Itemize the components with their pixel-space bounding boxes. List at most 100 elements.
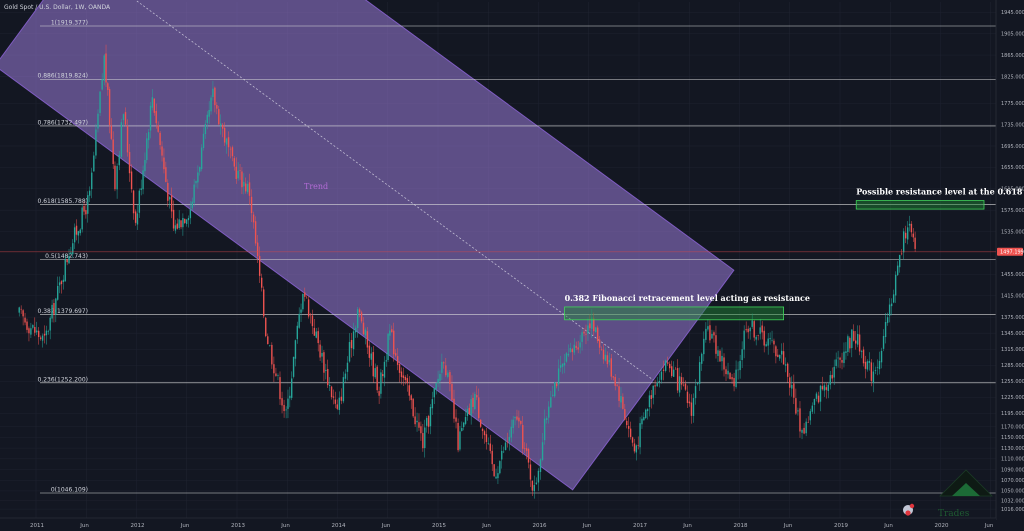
candle-body xyxy=(853,331,855,341)
time-tick-label: Jun xyxy=(582,523,592,529)
candle-body xyxy=(406,378,409,384)
candle-body xyxy=(60,281,63,285)
candle-body xyxy=(279,377,281,400)
time-tick-label: 2011 xyxy=(30,523,44,529)
candle-body xyxy=(614,376,616,386)
candle-body xyxy=(709,325,711,341)
price-tick-label: 1945.000 xyxy=(1001,10,1024,16)
candle-body xyxy=(767,338,769,346)
candle-body xyxy=(698,362,701,384)
candle-body xyxy=(381,374,384,377)
price-tick-label: 1255.000 xyxy=(1001,379,1024,385)
trend-channel-band[interactable] xyxy=(0,0,735,491)
fibonacci-retracement[interactable]: 1(1919.377) 0.886(1819.824) 0.786(1732.497… xyxy=(38,20,997,494)
candle-body xyxy=(342,377,345,402)
candle-body xyxy=(327,369,329,386)
candle-body xyxy=(105,53,107,83)
candle-body xyxy=(856,333,859,345)
candle-body xyxy=(229,148,232,150)
candle-body xyxy=(631,437,634,443)
candle-body xyxy=(114,165,116,190)
candle-body xyxy=(622,396,624,409)
resistance-zone[interactable] xyxy=(855,200,985,210)
time-tick-label: Jun xyxy=(682,523,692,529)
candle-body xyxy=(176,223,179,229)
candle-body xyxy=(523,448,526,449)
candle-body xyxy=(593,318,595,332)
candle-body xyxy=(595,327,597,333)
candle-body xyxy=(880,350,883,363)
candle-body xyxy=(157,125,159,132)
candle-body xyxy=(73,227,76,243)
candle-body xyxy=(291,378,293,398)
price-tick-label: 1070.000 xyxy=(1001,478,1024,484)
candle-body xyxy=(443,362,445,364)
candle-body xyxy=(43,333,46,336)
candle-body xyxy=(87,195,89,214)
candle-body xyxy=(711,333,713,339)
price-tick-label: 1130.000 xyxy=(1001,446,1024,452)
candle-body xyxy=(231,147,234,157)
candle-body xyxy=(174,225,177,231)
time-axis-panel[interactable] xyxy=(0,518,996,531)
candle-body xyxy=(250,196,253,214)
candle-body xyxy=(445,365,447,376)
news-icon[interactable] xyxy=(903,503,915,516)
trend-channel[interactable] xyxy=(0,0,735,491)
candle-body xyxy=(182,217,184,228)
candle-body xyxy=(729,372,731,380)
candle-body xyxy=(218,109,220,125)
candle-body xyxy=(191,201,193,209)
candle-body xyxy=(116,166,118,190)
candle-body xyxy=(855,340,857,344)
candle-body xyxy=(285,409,287,411)
fib-level-label: 1(1919.377) xyxy=(51,20,88,27)
candle-body xyxy=(825,387,828,390)
candle-body xyxy=(260,277,263,288)
candle-body xyxy=(904,232,907,239)
candle-body xyxy=(491,450,493,465)
price-tick-label: 1032.000 xyxy=(1001,498,1024,504)
candle-body xyxy=(195,181,197,184)
candle-body xyxy=(557,368,560,385)
resistance-zone[interactable] xyxy=(564,306,784,321)
candle-body xyxy=(670,366,673,376)
candle-body xyxy=(753,321,755,338)
candle-body xyxy=(433,387,435,398)
candle-body xyxy=(707,326,709,330)
time-tick-label: 2017 xyxy=(633,523,647,529)
resistance-zones[interactable] xyxy=(564,200,985,321)
candle-body xyxy=(354,327,357,333)
candle-body xyxy=(535,482,538,485)
candle-body xyxy=(223,127,226,143)
candle-body xyxy=(350,340,353,349)
candle-body xyxy=(472,397,474,407)
candle-body xyxy=(499,461,501,474)
candle-body xyxy=(696,383,699,385)
candle-body xyxy=(441,361,443,373)
candle-body xyxy=(914,237,916,249)
price-axis-panel[interactable] xyxy=(996,0,1024,520)
candle-body xyxy=(539,459,542,472)
candle-body xyxy=(294,340,297,359)
candle-body xyxy=(610,358,613,377)
candle-body xyxy=(827,384,830,391)
candle-body xyxy=(453,398,455,419)
time-tick-label: Jun xyxy=(883,523,893,529)
candle-body xyxy=(799,408,801,432)
candle-body xyxy=(561,363,564,367)
candle-body xyxy=(481,428,484,432)
candle-body xyxy=(422,433,424,449)
price-tick-label: 1735.000 xyxy=(1001,122,1024,128)
fib-level-label: 0.886(1819.824) xyxy=(38,73,89,80)
candle-body xyxy=(587,325,589,334)
candle-body xyxy=(660,371,663,380)
candle-body xyxy=(364,329,367,336)
candle-body xyxy=(862,349,865,364)
candle-body xyxy=(616,384,618,386)
candle-body xyxy=(97,113,99,129)
candle-body xyxy=(197,172,199,183)
time-tick-label: Jun xyxy=(79,523,89,529)
fib-level-label: 0.618(1585.788) xyxy=(38,198,89,205)
